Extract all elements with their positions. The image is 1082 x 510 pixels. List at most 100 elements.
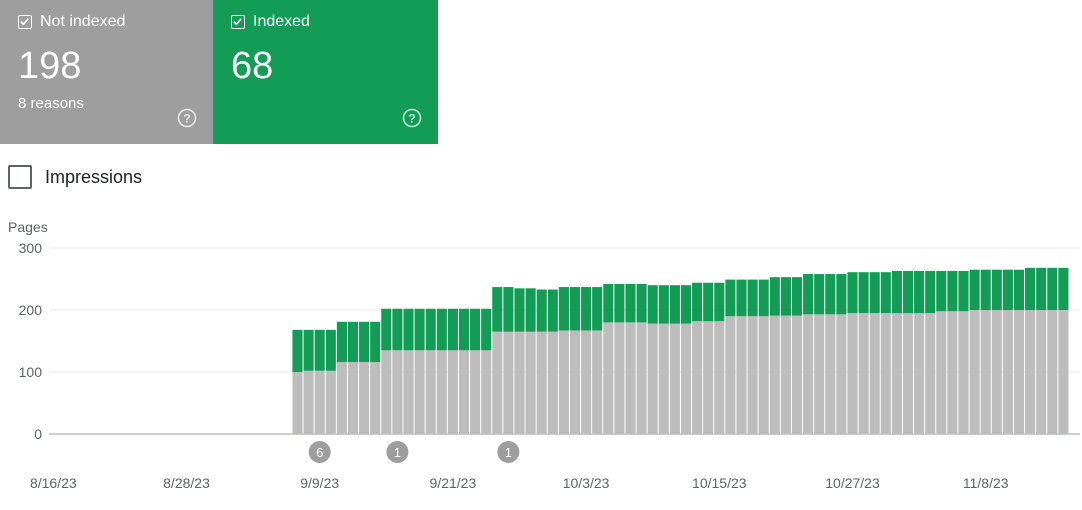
bar-indexed [758,279,769,317]
bar-indexed [381,308,392,351]
bar-not-indexed [1036,310,1047,434]
bar-indexed [936,270,947,312]
impressions-toggle[interactable]: Impressions [8,165,142,189]
bar-not-indexed [725,316,736,434]
bar-indexed [514,288,525,332]
bar-indexed [481,308,492,351]
bar-not-indexed [370,362,381,434]
bar-not-indexed [980,310,991,434]
bar-not-indexed [925,313,936,434]
bar-indexed [447,308,458,351]
not-indexed-header: Not indexed [18,13,125,31]
bar-not-indexed [347,362,359,434]
bar-not-indexed [569,330,581,434]
bar-not-indexed [336,362,347,434]
bar-indexed [414,308,425,351]
bar-not-indexed [680,323,692,434]
not-indexed-count: 198 [18,45,82,87]
not-indexed-card[interactable]: Not indexed 198 8 reasons ? [0,0,213,144]
bar-not-indexed [558,330,569,434]
bar-not-indexed [836,314,847,434]
bar-not-indexed [292,372,303,434]
bar-not-indexed [869,313,880,434]
y-tick-label: 300 [19,240,43,256]
annotation-marker[interactable] [497,441,520,463]
bar-indexed [725,279,736,317]
bar-indexed [769,277,780,316]
bar-indexed [603,283,614,323]
bar-indexed [569,287,581,331]
bar-not-indexed [936,311,947,434]
bar-indexed [980,269,991,310]
bar-not-indexed [847,313,858,434]
bar-indexed [558,287,569,331]
bar-not-indexed [381,350,392,434]
bar-not-indexed [614,322,625,434]
bar-not-indexed [947,311,958,434]
bar-indexed [803,274,814,315]
impressions-checkbox[interactable] [8,165,32,189]
x-tick-label: 9/21/23 [430,475,477,491]
annotation-marker[interactable] [386,441,409,463]
bar-indexed [536,289,547,332]
help-icon[interactable]: ? [177,108,197,128]
bar-indexed [714,282,725,322]
bar-indexed [1013,269,1025,310]
not-indexed-checkbox[interactable] [18,15,32,29]
bar-indexed [780,277,791,316]
bar-indexed [314,329,325,371]
bar-indexed [303,329,314,371]
svg-text:?: ? [183,112,190,126]
x-tick-label: 8/28/23 [163,475,210,491]
indexed-card[interactable]: Indexed 68 ? [213,0,438,144]
not-indexed-label: Not indexed [40,13,126,30]
indexed-checkbox[interactable] [231,15,245,29]
annotation-count: 1 [394,445,401,460]
bar-indexed [958,270,969,312]
bar-indexed [703,282,714,322]
annotation-count: 6 [316,445,323,460]
y-tick-label: 200 [19,302,43,318]
bar-not-indexed [703,321,714,434]
bar-not-indexed [503,331,514,434]
bar-not-indexed [1002,310,1013,434]
indexed-label: Indexed [253,13,310,30]
bar-not-indexed [436,350,447,434]
y-axis-label: Pages [8,219,48,235]
x-tick-label: 10/27/23 [825,475,880,491]
bar-indexed [336,321,347,363]
bar-indexed [891,270,902,314]
bar-indexed [403,308,414,351]
bar-not-indexed [603,322,614,434]
help-icon[interactable]: ? [402,108,422,128]
bar-indexed [925,270,936,314]
bar-indexed [1058,267,1069,310]
impressions-label: Impressions [45,166,143,187]
bar-indexed [636,283,647,323]
bar-indexed [669,285,680,324]
bar-not-indexed [747,316,758,434]
bar-not-indexed [514,331,525,434]
bar-not-indexed [714,321,725,434]
x-tick-label: 11/8/23 [963,475,1009,491]
bar-indexed [736,279,747,317]
bar-indexed [1036,267,1047,310]
bar-indexed [858,272,869,314]
bar-not-indexed [647,323,658,434]
bar-indexed [692,282,703,322]
chart-bars [292,267,1069,434]
annotation-marker[interactable] [308,441,331,463]
bar-indexed [647,285,658,324]
bar-indexed [836,274,847,315]
svg-text:?: ? [408,112,415,126]
bar-not-indexed [758,316,769,434]
bar-indexed [592,287,603,331]
bar-not-indexed [858,313,869,434]
bar-indexed [814,274,825,315]
bar-indexed [325,329,336,371]
bar-not-indexed [481,350,492,434]
bar-indexed [347,321,359,363]
bar-indexed [1047,267,1058,310]
bar-not-indexed [669,323,680,434]
bar-indexed [525,288,536,332]
